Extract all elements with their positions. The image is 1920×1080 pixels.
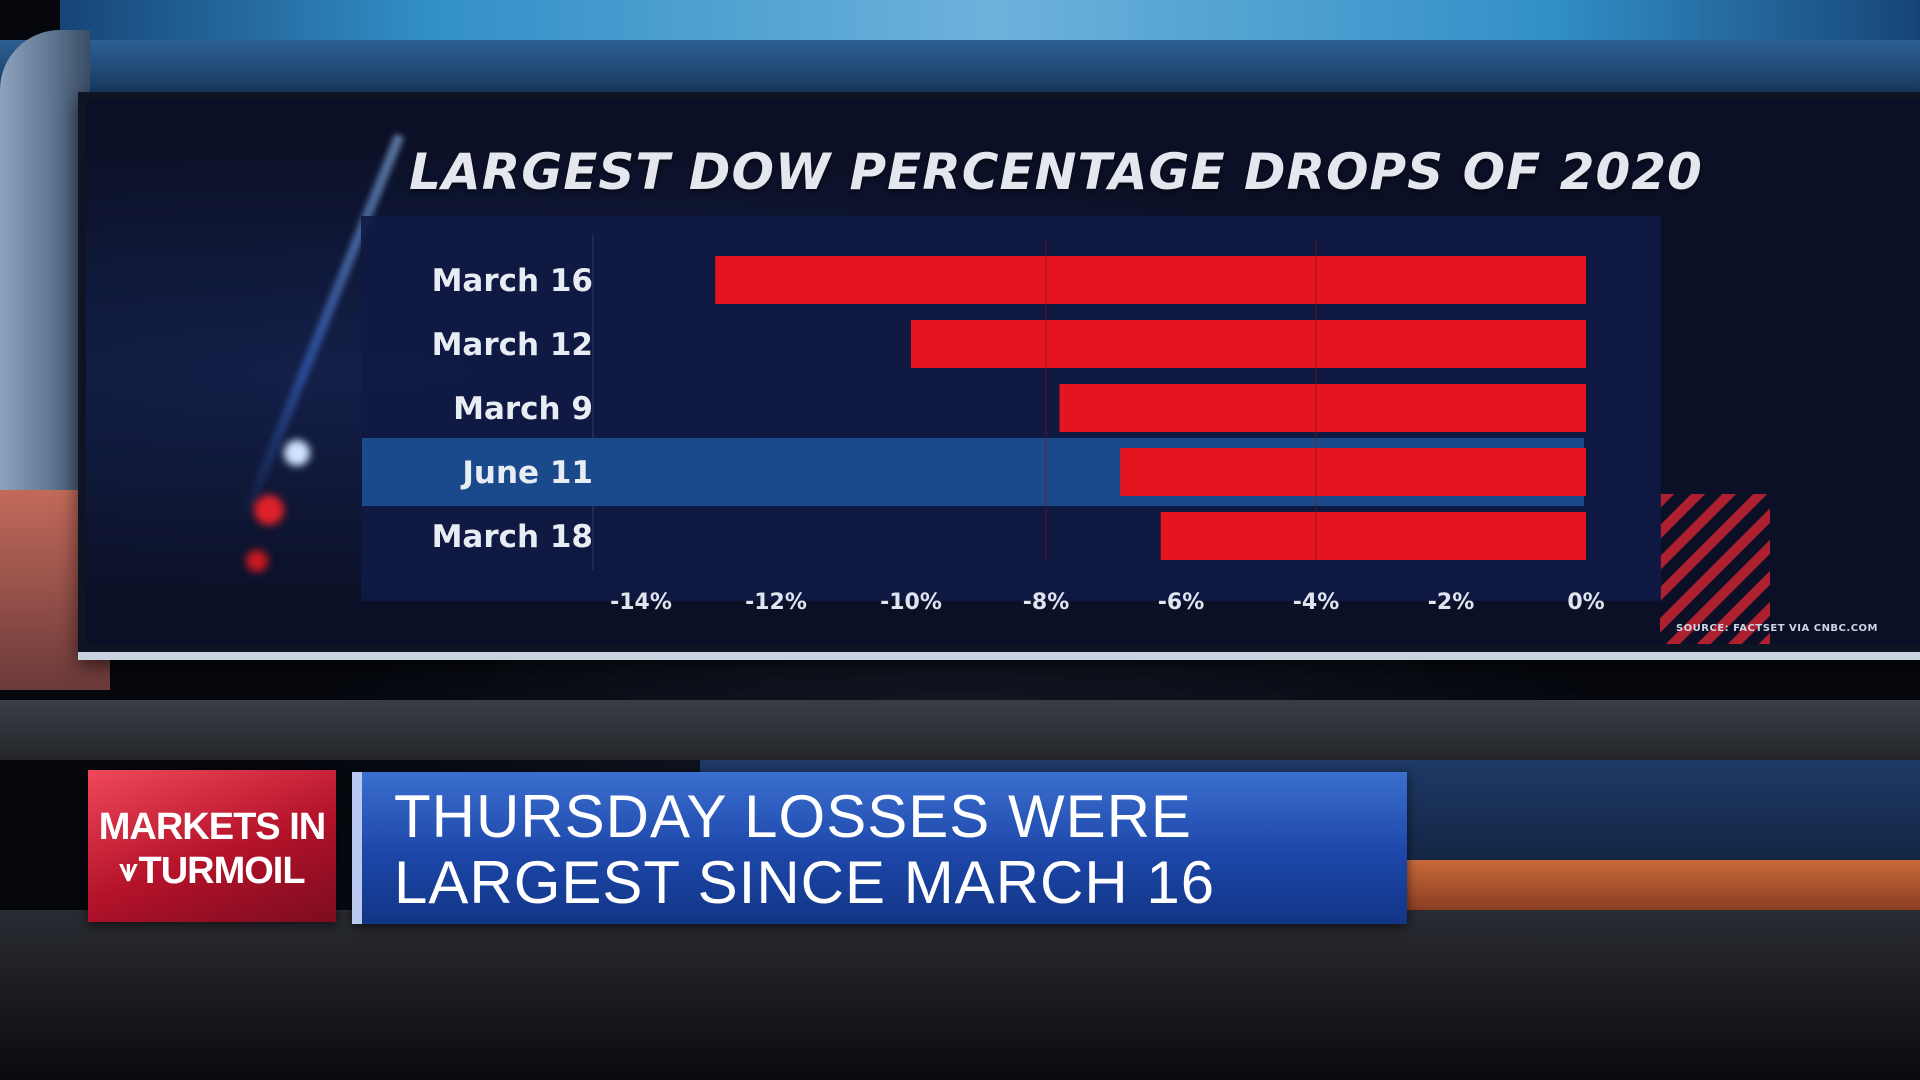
x-tick-label: -12% (745, 590, 807, 615)
x-tick-label: -4% (1293, 590, 1339, 615)
tag-line-2-text: TURMOIL (138, 850, 305, 892)
tag-line-2: ⩛TURMOIL (88, 850, 336, 893)
x-tick-label: -14% (610, 590, 672, 615)
markets-in-turmoil-tag: MARKETS IN ⩛TURMOIL (88, 770, 336, 922)
bar-chart: March 16 March 12 March 9 June 11 March 18 -… (362, 235, 1605, 615)
x-axis-ticks: -14% -12% -10% -8% -6% -4% -2% 0% (610, 590, 1605, 615)
category-label: March 18 (432, 519, 593, 555)
x-tick-label: -10% (880, 590, 942, 615)
decorative-stripes (1660, 494, 1770, 644)
category-label: March 9 (453, 391, 593, 427)
bar (1120, 448, 1586, 496)
x-tick-label: -2% (1428, 590, 1474, 615)
category-label: March 16 (432, 263, 593, 299)
studio-desk-accent (1390, 860, 1920, 910)
bar (1160, 512, 1586, 560)
headline-banner: THURSDAY LOSSES WERE LARGEST SINCE MARCH… (352, 772, 1407, 924)
ceiling-band (0, 40, 1920, 100)
decorative-light (254, 495, 284, 525)
x-tick-label: -8% (1023, 590, 1069, 615)
category-label: June 11 (460, 455, 593, 491)
video-wall-screen: LARGEST DOW PERCENTAGE DROPS OF 2020 Mar… (86, 100, 1920, 644)
bar (911, 320, 1586, 368)
down-arrow-icon: ⩛ (119, 852, 137, 888)
studio-floor (0, 910, 1920, 1080)
headline-line-2: LARGEST SINCE MARCH 16 (394, 849, 1216, 916)
studio-ledge (0, 700, 1920, 760)
video-wall-frame: LARGEST DOW PERCENTAGE DROPS OF 2020 Mar… (78, 92, 1920, 660)
decorative-light (284, 440, 310, 466)
category-label: March 12 (432, 327, 593, 363)
bars-layer (362, 235, 1586, 570)
bar (715, 256, 1586, 304)
set-pillar (0, 30, 90, 490)
tag-line-1: MARKETS IN (98, 806, 326, 848)
x-tick-label: -6% (1158, 590, 1204, 615)
ceiling-light (60, 0, 1920, 40)
decorative-light (246, 550, 268, 572)
headline-line-1: THURSDAY LOSSES WERE (394, 783, 1192, 850)
bar (1059, 384, 1586, 432)
category-labels: March 16 March 12 March 9 June 11 March 18 (432, 263, 593, 555)
source-note: SOURCE: FACTSET VIA CNBC.COM (1675, 623, 1878, 634)
x-tick-label: 0% (1567, 590, 1604, 615)
chart-title: LARGEST DOW PERCENTAGE DROPS OF 2020 (409, 143, 1703, 201)
